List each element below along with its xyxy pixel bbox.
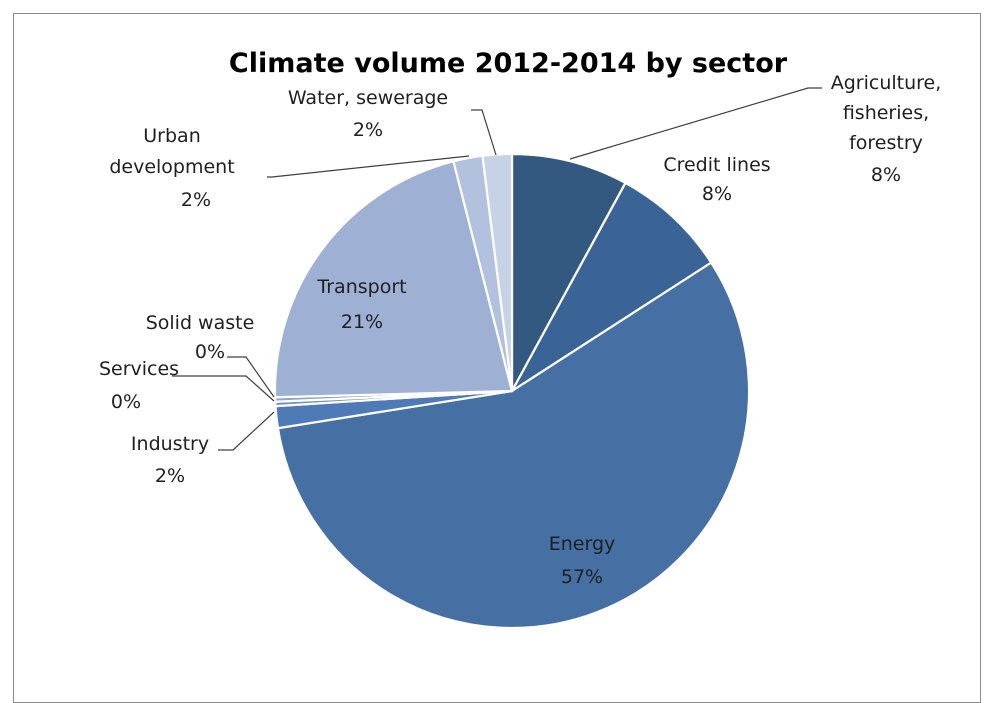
slice-label-urban-development: Urban [143,125,200,147]
pie-slice-credit-lines [511,181,713,392]
leader-line-water-sewerage [471,109,497,156]
slice-label-agriculture-fisheries-forestry: fisheries, [843,102,929,124]
pie-slice-water-sewerage [481,152,514,392]
pie-slice-transport [273,160,514,399]
slice-label-services: Services [99,358,179,380]
slice-labels: Agriculture, fisheries, forestry 8% Credit l… [99,72,941,588]
slice-percent-energy: 57% [561,566,603,588]
slice-label-agriculture-fisheries-forestry: forestry [849,132,923,154]
leader-line-agriculture-fisheries-forestry [569,87,822,160]
slice-percent-industry: 2% [155,465,185,487]
slice-label-credit-lines: Credit lines [663,154,770,176]
slice-label-energy: Energy [549,533,616,555]
slice-percent-solid-waste: 0% [195,341,225,363]
pie-slices [273,152,751,630]
leader-line-urban-development [267,155,470,178]
slice-label-agriculture-fisheries-forestry: Agriculture, [831,72,942,94]
slice-label-transport: Transport [316,276,406,298]
pie-slice-agriculture-fisheries-forestry [510,152,627,392]
slice-percent-credit-lines: 8% [702,183,732,205]
slice-label-industry: Industry [131,433,209,455]
slice-percent-transport: 21% [341,311,383,333]
slice-label-solid-waste: Solid waste [146,312,255,334]
leader-line-solid-waste [227,356,275,398]
slice-percent-urban-development: 2% [181,189,211,211]
slice-label-water-sewerage: Water, sewerage [288,87,448,109]
leader-line-industry [218,411,275,451]
slice-label-urban-development: development [109,156,234,178]
leader-line-services [172,375,275,402]
slice-percent-services: 0% [111,391,141,413]
slice-percent-agriculture-fisheries-forestry: 8% [871,164,901,186]
pie-slice-energy [276,261,751,630]
pie-chart: Climate volume 2012-2014 by sector Agric… [99,48,941,630]
chart-title: Climate volume 2012-2014 by sector [229,48,788,79]
leader-lines [172,87,822,451]
slice-percent-water-sewerage: 2% [353,119,383,141]
